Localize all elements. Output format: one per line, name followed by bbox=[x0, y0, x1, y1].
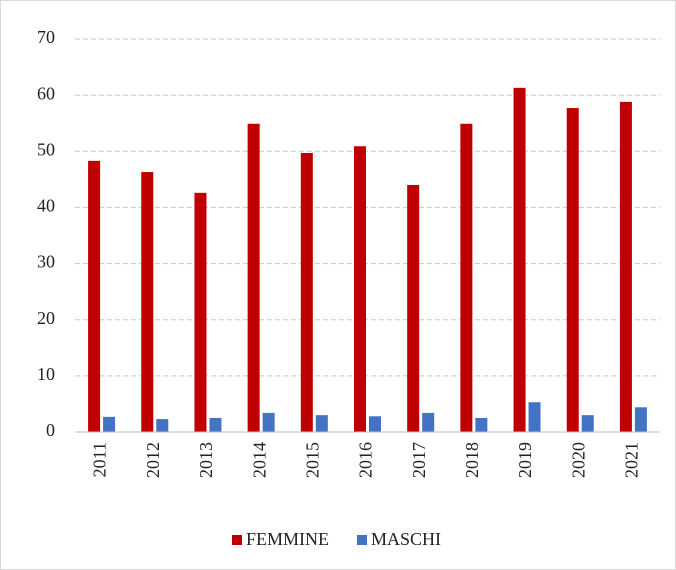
bar bbox=[566, 108, 579, 432]
y-tick-label: 60 bbox=[37, 83, 55, 103]
bar bbox=[634, 407, 647, 432]
bar bbox=[354, 146, 366, 433]
x-tick-label: 2015 bbox=[302, 442, 322, 478]
x-tick-label: 2017 bbox=[409, 442, 429, 478]
x-tick-label: 2012 bbox=[143, 442, 163, 478]
x-tick-label: 2013 bbox=[196, 442, 216, 478]
legend-label: MASCHI bbox=[371, 529, 441, 549]
y-tick-label: 40 bbox=[37, 196, 55, 216]
bar bbox=[156, 419, 169, 432]
bar bbox=[475, 417, 488, 432]
bar bbox=[300, 152, 313, 432]
bar bbox=[262, 412, 275, 432]
y-tick-label: 10 bbox=[37, 364, 55, 384]
bar bbox=[460, 123, 473, 433]
bar bbox=[194, 192, 207, 432]
legend-label: FEMMINE bbox=[246, 529, 329, 549]
y-tick-label: 20 bbox=[37, 308, 55, 328]
legend-swatch bbox=[232, 535, 242, 545]
x-tick-label: 2014 bbox=[249, 442, 269, 478]
bar bbox=[513, 87, 526, 432]
x-tick-label: 2020 bbox=[568, 442, 588, 478]
x-tick-label: 2016 bbox=[356, 442, 376, 478]
bar bbox=[209, 417, 222, 432]
bar bbox=[422, 412, 435, 432]
bar bbox=[103, 416, 116, 432]
bar bbox=[407, 184, 420, 432]
bar bbox=[88, 160, 101, 432]
x-tick-label: 2021 bbox=[622, 442, 642, 478]
y-tick-label: 50 bbox=[37, 139, 55, 159]
bar bbox=[619, 101, 632, 432]
x-tick-label: 2018 bbox=[462, 442, 482, 478]
bar bbox=[581, 415, 594, 432]
bar bbox=[141, 172, 154, 432]
x-tick-label: 2019 bbox=[515, 442, 535, 478]
y-tick-label: 70 bbox=[37, 27, 55, 47]
y-tick-label: 0 bbox=[46, 420, 55, 440]
bar bbox=[247, 123, 260, 433]
x-tick-label: 2011 bbox=[90, 442, 110, 477]
bar bbox=[528, 402, 541, 432]
legend-swatch bbox=[357, 535, 368, 545]
y-tick-label: 30 bbox=[37, 252, 55, 272]
bar bbox=[315, 415, 328, 432]
bar bbox=[369, 416, 381, 432]
